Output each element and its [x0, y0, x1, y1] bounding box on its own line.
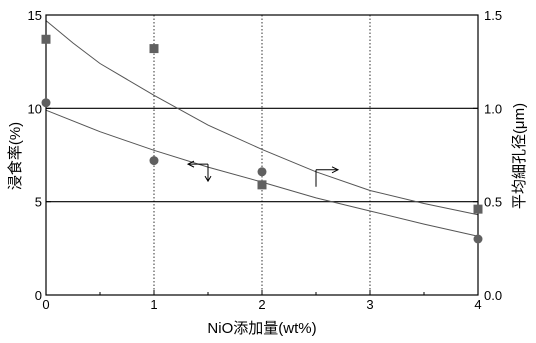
ticks: 0 1 2 3 4 0 5 10 15 0.0 0.5 1.0 1.5: [28, 8, 503, 312]
y-right-tick-label: 0.0: [484, 288, 502, 303]
x-tick-label: 2: [258, 297, 265, 312]
data-point-circle: [149, 156, 159, 166]
x-tick-label: 4: [474, 297, 481, 312]
y-left-tick-label: 0: [35, 288, 42, 303]
x-axis-title: NiO添加量(wt%): [207, 320, 316, 337]
series-arrows: [186, 160, 340, 187]
data-marks: [41, 34, 483, 244]
arrow-left-stem-head: [204, 175, 212, 183]
x-tick-label: 0: [42, 297, 49, 312]
data-point-circle: [473, 234, 483, 244]
data-point-square: [149, 44, 159, 54]
grid: [46, 15, 478, 295]
arrow-left-head: [186, 160, 195, 168]
data-point-circle: [257, 167, 267, 177]
y-right-tick-label: 1.0: [484, 101, 502, 116]
y-axis-left-title: 浸食率(%): [7, 122, 24, 190]
y-left-tick-label: 10: [28, 101, 42, 116]
y-right-tick-label: 1.5: [484, 8, 502, 23]
x-tick-label: 3: [366, 297, 373, 312]
x-tick-label: 1: [150, 297, 157, 312]
data-point-square: [257, 180, 267, 190]
data-point-square: [473, 204, 483, 214]
data-point-circle: [41, 98, 51, 108]
fit-curve-square-series: [45, 20, 479, 216]
y-right-tick-label: 0.5: [484, 195, 502, 210]
y-axis-right-title: 平均細孔径(μm): [511, 103, 528, 209]
y-left-tick-label: 5: [35, 195, 42, 210]
y-left-tick-label: 15: [28, 8, 42, 23]
arrow-right-head: [331, 166, 340, 174]
data-point-square: [41, 34, 51, 44]
